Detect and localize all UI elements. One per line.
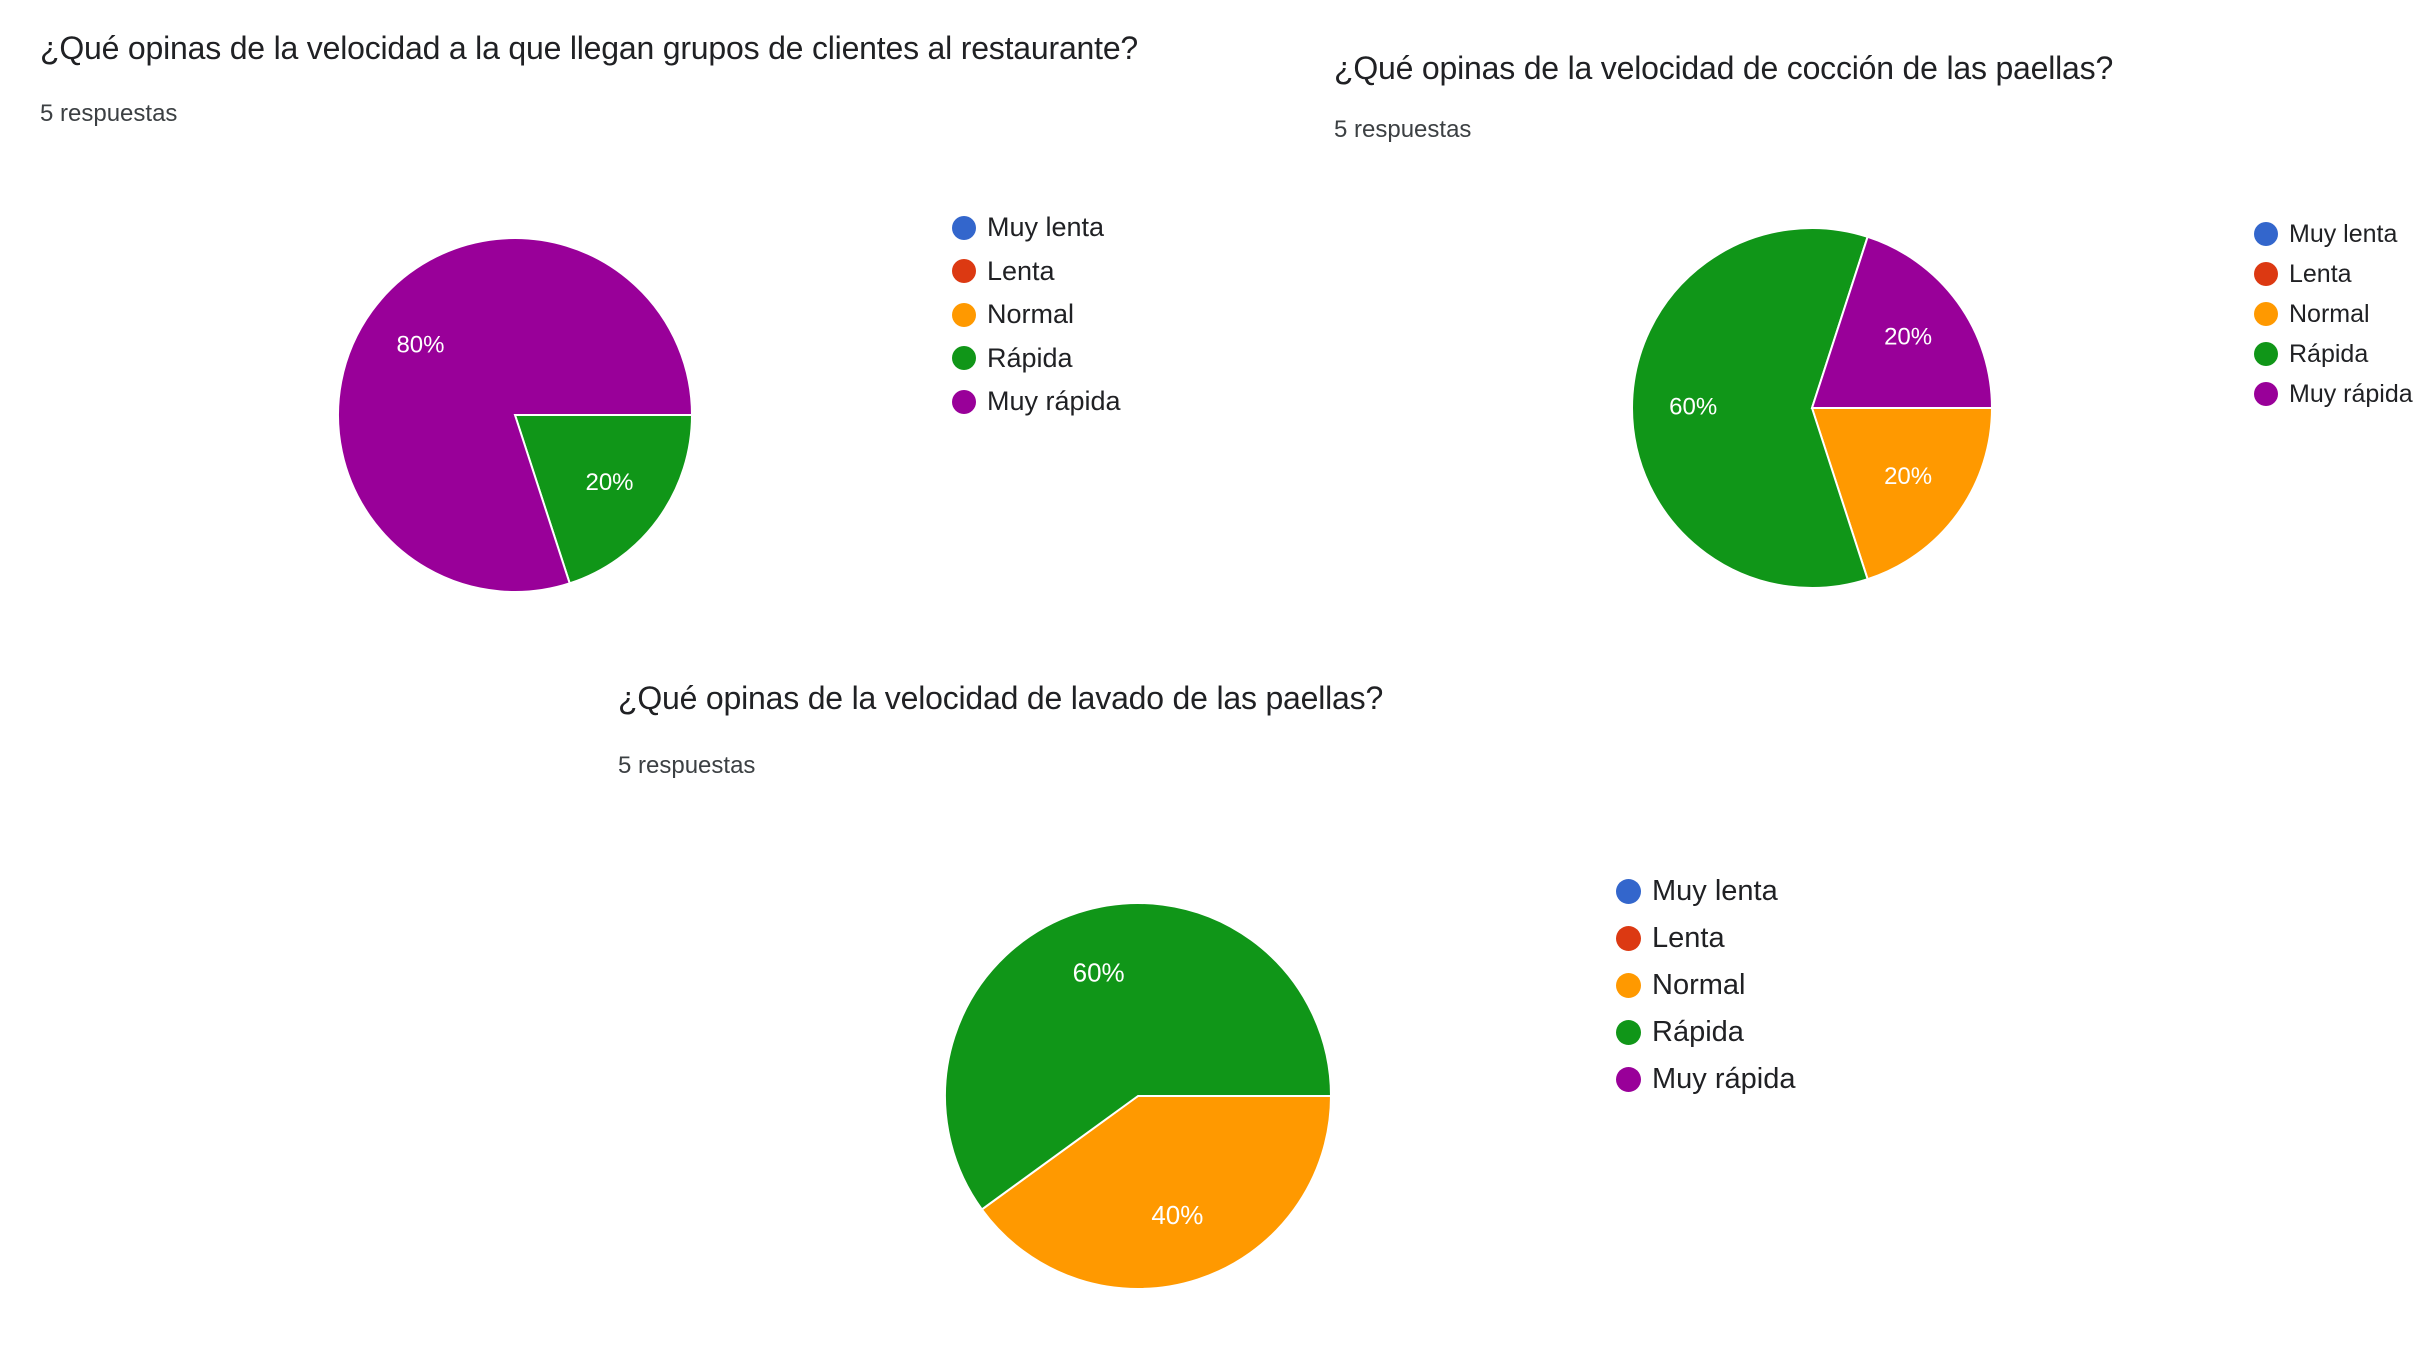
- legend-dot-icon: [952, 346, 976, 371]
- chart-legend: Muy lenta Lenta Normal Rápida Muy rápida: [2254, 214, 2413, 414]
- legend-label: Muy lenta: [1652, 875, 1778, 907]
- chart-title: ¿Qué opinas de la velocidad de cocción d…: [1334, 50, 2114, 86]
- response-count: 5 respuestas: [1334, 116, 1472, 143]
- legend-item-lenta[interactable]: Lenta: [952, 250, 1121, 294]
- legend-dot-icon: [1616, 1020, 1641, 1045]
- response-count: 5 respuestas: [618, 752, 756, 779]
- legend-item-muy-lenta[interactable]: Muy lenta: [2254, 214, 2413, 254]
- legend-label: Lenta: [987, 255, 1055, 286]
- legend-item-rapida[interactable]: Rápida: [1616, 1009, 1795, 1056]
- legend-label: Muy lenta: [987, 212, 1105, 243]
- slice-label-normal: 40%: [1151, 1200, 1203, 1230]
- chart-panel-coccion-paellas: ¿Qué opinas de la velocidad de cocción d…: [1300, 0, 2432, 660]
- slice-label-rapida: 60%: [1073, 958, 1125, 988]
- legend-dot-icon: [2254, 382, 2278, 406]
- pie-chart: 40% 60%: [944, 902, 1333, 1290]
- legend-label: Muy rápida: [2289, 379, 2413, 408]
- legend-dot-icon: [952, 302, 976, 327]
- slice-label-rapida: 60%: [1669, 393, 1717, 420]
- slice-label-normal: 20%: [1884, 463, 1932, 490]
- legend-label: Rápida: [987, 342, 1073, 373]
- legend-label: Rápida: [2289, 339, 2369, 368]
- legend-dot-icon: [1616, 926, 1641, 951]
- pie-slice-normal[interactable]: [1810, 407, 1994, 581]
- pie-slice-muy-rapida[interactable]: [337, 237, 694, 593]
- legend-item-rapida[interactable]: Rápida: [2254, 334, 2413, 374]
- legend-label: Lenta: [2289, 259, 2352, 288]
- pie-slice-rapida[interactable]: [513, 414, 694, 585]
- legend-label: Lenta: [1652, 922, 1725, 954]
- legend-label: Rápida: [1652, 1016, 1744, 1048]
- legend-dot-icon: [2254, 302, 2278, 326]
- pie-chart: 20% 80%: [337, 237, 694, 593]
- legend-item-normal[interactable]: Normal: [2254, 294, 2413, 334]
- legend-dot-icon: [952, 215, 976, 240]
- legend-dot-icon: [952, 389, 976, 414]
- slice-label-muy-rapida: 20%: [1884, 324, 1932, 351]
- pie-slice-rapida[interactable]: [1631, 227, 1869, 589]
- legend-item-muy-rapida[interactable]: Muy rápida: [952, 380, 1121, 424]
- chart-panel-llegada-clientes: ¿Qué opinas de la velocidad a la que lle…: [0, 0, 1300, 660]
- chart-title: ¿Qué opinas de la velocidad a la que lle…: [40, 30, 1139, 66]
- legend-dot-icon: [2254, 342, 2278, 366]
- chart-legend: Muy lenta Lenta Normal Rápida Muy rápida: [952, 206, 1121, 424]
- legend-dot-icon: [1616, 1067, 1641, 1092]
- slice-label-muy-rapida: 80%: [396, 332, 444, 359]
- pie-slice-rapida[interactable]: [944, 902, 1333, 1211]
- slice-label-rapida: 20%: [585, 469, 633, 496]
- legend-label: Normal: [2289, 299, 2370, 328]
- legend-label: Muy rápida: [1652, 1063, 1796, 1095]
- legend-dot-icon: [952, 259, 976, 284]
- pie-chart: 20% 60% 20%: [1631, 227, 1994, 589]
- legend-item-normal[interactable]: Normal: [1616, 962, 1795, 1009]
- legend-item-normal[interactable]: Normal: [952, 293, 1121, 337]
- legend-label: Muy lenta: [2289, 219, 2398, 248]
- legend-label: Normal: [1652, 969, 1746, 1001]
- legend-item-muy-lenta[interactable]: Muy lenta: [1616, 868, 1795, 915]
- legend-item-muy-rapida[interactable]: Muy rápida: [2254, 374, 2413, 414]
- legend-item-muy-lenta[interactable]: Muy lenta: [952, 206, 1121, 250]
- legend-item-rapida[interactable]: Rápida: [952, 337, 1121, 381]
- legend-item-lenta[interactable]: Lenta: [2254, 254, 2413, 294]
- legend-label: Normal: [987, 299, 1075, 330]
- legend-label: Muy rápida: [987, 386, 1121, 417]
- legend-item-lenta[interactable]: Lenta: [1616, 915, 1795, 962]
- chart-title: ¿Qué opinas de la velocidad de lavado de…: [618, 680, 1384, 716]
- legend-dot-icon: [1616, 973, 1641, 998]
- chart-panel-lavado-paellas: ¿Qué opinas de la velocidad de lavado de…: [580, 640, 1880, 1340]
- legend-dot-icon: [1616, 879, 1641, 904]
- legend-item-muy-rapida[interactable]: Muy rápida: [1616, 1056, 1795, 1103]
- response-count: 5 respuestas: [40, 100, 178, 127]
- pie-slice-muy-rapida[interactable]: [1810, 235, 1994, 409]
- chart-legend: Muy lenta Lenta Normal Rápida Muy rápida: [1616, 868, 1795, 1103]
- legend-dot-icon: [2254, 262, 2278, 286]
- pie-slice-normal[interactable]: [980, 1095, 1333, 1290]
- legend-dot-icon: [2254, 222, 2278, 246]
